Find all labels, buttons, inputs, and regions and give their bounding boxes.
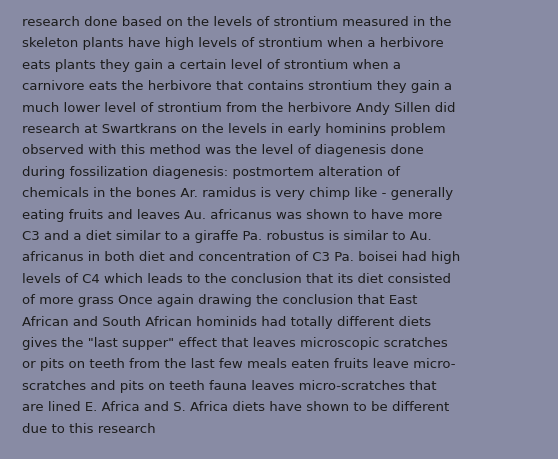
Text: africanus in both diet and concentration of C3 Pa. boisei had high: africanus in both diet and concentration… (22, 251, 460, 264)
Text: research done based on the levels of strontium measured in the: research done based on the levels of str… (22, 16, 452, 29)
Text: chemicals in the bones Ar. ramidus is very chimp like - generally: chemicals in the bones Ar. ramidus is ve… (22, 187, 454, 200)
Text: eating fruits and leaves Au. africanus was shown to have more: eating fruits and leaves Au. africanus w… (22, 208, 442, 221)
Text: of more grass Once again drawing the conclusion that East: of more grass Once again drawing the con… (22, 293, 418, 307)
Text: C3 and a diet similar to a giraffe Pa. robustus is similar to Au.: C3 and a diet similar to a giraffe Pa. r… (22, 230, 432, 242)
Text: due to this research: due to this research (22, 421, 156, 435)
Text: African and South African hominids had totally different diets: African and South African hominids had t… (22, 315, 431, 328)
Text: during fossilization diagenesis: postmortem alteration of: during fossilization diagenesis: postmor… (22, 165, 400, 179)
Text: or pits on teeth from the last few meals eaten fruits leave micro-: or pits on teeth from the last few meals… (22, 358, 456, 370)
Text: scratches and pits on teeth fauna leaves micro-scratches that: scratches and pits on teeth fauna leaves… (22, 379, 437, 392)
Text: eats plants they gain a certain level of strontium when a: eats plants they gain a certain level of… (22, 59, 401, 72)
Text: research at Swartkrans on the levels in early hominins problem: research at Swartkrans on the levels in … (22, 123, 446, 136)
Text: much lower level of strontium from the herbivore Andy Sillen did: much lower level of strontium from the h… (22, 101, 456, 114)
Text: carnivore eats the herbivore that contains strontium they gain a: carnivore eats the herbivore that contai… (22, 80, 453, 93)
Text: are lined E. Africa and S. Africa diets have shown to be different: are lined E. Africa and S. Africa diets … (22, 400, 450, 413)
Text: levels of C4 which leads to the conclusion that its diet consisted: levels of C4 which leads to the conclusi… (22, 272, 451, 285)
Text: gives the "last supper" effect that leaves microscopic scratches: gives the "last supper" effect that leav… (22, 336, 448, 349)
Text: observed with this method was the level of diagenesis done: observed with this method was the level … (22, 144, 424, 157)
Text: skeleton plants have high levels of strontium when a herbivore: skeleton plants have high levels of stro… (22, 37, 444, 50)
